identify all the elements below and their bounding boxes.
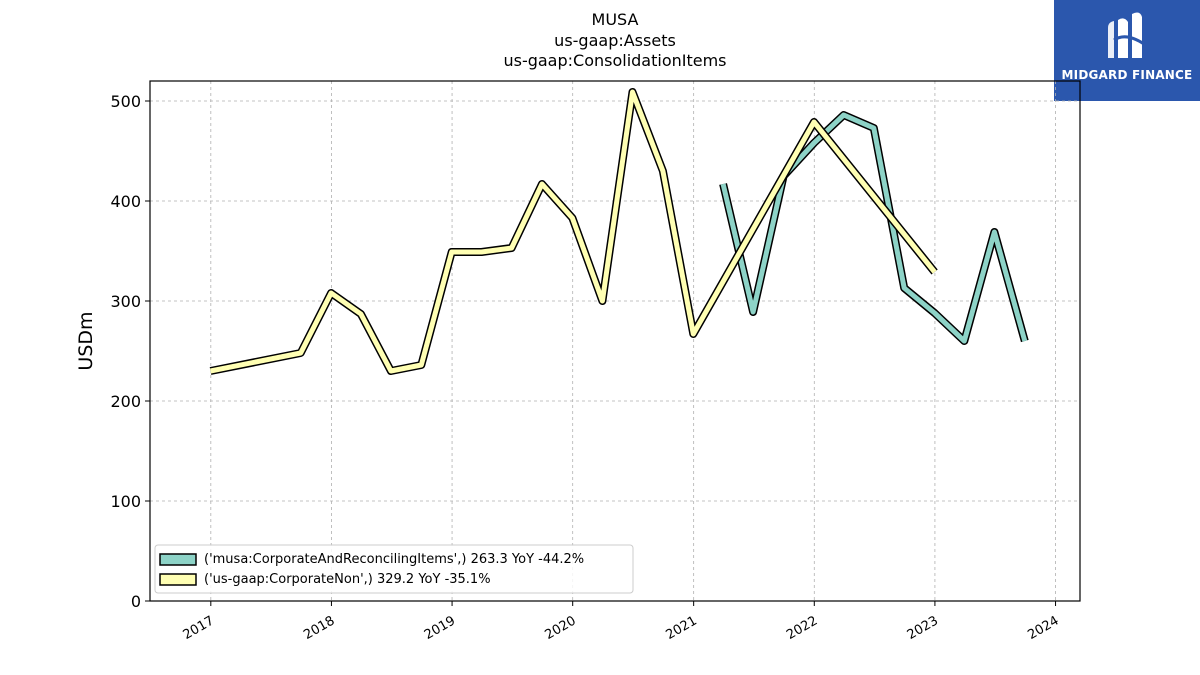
legend-box bbox=[154, 544, 634, 594]
logo-mark-icon bbox=[1108, 12, 1145, 58]
legend-swatch-1 bbox=[159, 573, 197, 586]
y-tick-label: 400 bbox=[110, 192, 141, 211]
y-tick-label: 300 bbox=[110, 292, 141, 311]
x-tick-label: 2021 bbox=[663, 613, 699, 643]
x-tick-label: 2024 bbox=[1025, 613, 1061, 643]
y-tick-label: 100 bbox=[110, 492, 141, 511]
y-tick-label: 500 bbox=[110, 92, 141, 111]
series-line-1 bbox=[210, 89, 937, 374]
title-line-3: us-gaap:ConsolidationItems bbox=[503, 51, 727, 70]
chart-title: MUSA us-gaap:Assets us-gaap:Consolidatio… bbox=[0, 10, 1200, 72]
series-line-0 bbox=[720, 112, 1028, 344]
x-tick-label: 2023 bbox=[905, 613, 941, 643]
title-line-2: us-gaap:Assets bbox=[554, 30, 676, 50]
legend-swatch-0 bbox=[159, 553, 197, 566]
x-tick-label: 2020 bbox=[543, 613, 579, 643]
x-tick-label: 2018 bbox=[301, 613, 337, 643]
legend-label-1: ('us-gaap:CorporateNon',) 329.2 YoY -35.… bbox=[204, 572, 491, 587]
x-tick-label: 2022 bbox=[784, 613, 820, 643]
series-line-outline-0 bbox=[719, 111, 1029, 345]
x-tick-label: 2019 bbox=[422, 613, 458, 643]
title-line-1: MUSA bbox=[591, 10, 639, 29]
midgard-finance-logo: MIDGARD FINANCE bbox=[1054, 0, 1200, 101]
legend: ('musa:CorporateAndReconcilingItems',) 2… bbox=[154, 544, 634, 594]
y-tick-label: 200 bbox=[110, 392, 141, 411]
y-tick-label: 0 bbox=[131, 592, 141, 611]
logo-text: MIDGARD FINANCE bbox=[1061, 68, 1193, 82]
plot-frame bbox=[149, 80, 1081, 602]
legend-label-0: ('musa:CorporateAndReconcilingItems',) 2… bbox=[204, 552, 584, 567]
y-axis-label: USDm bbox=[75, 311, 97, 370]
x-tick-label: 2017 bbox=[181, 613, 217, 643]
